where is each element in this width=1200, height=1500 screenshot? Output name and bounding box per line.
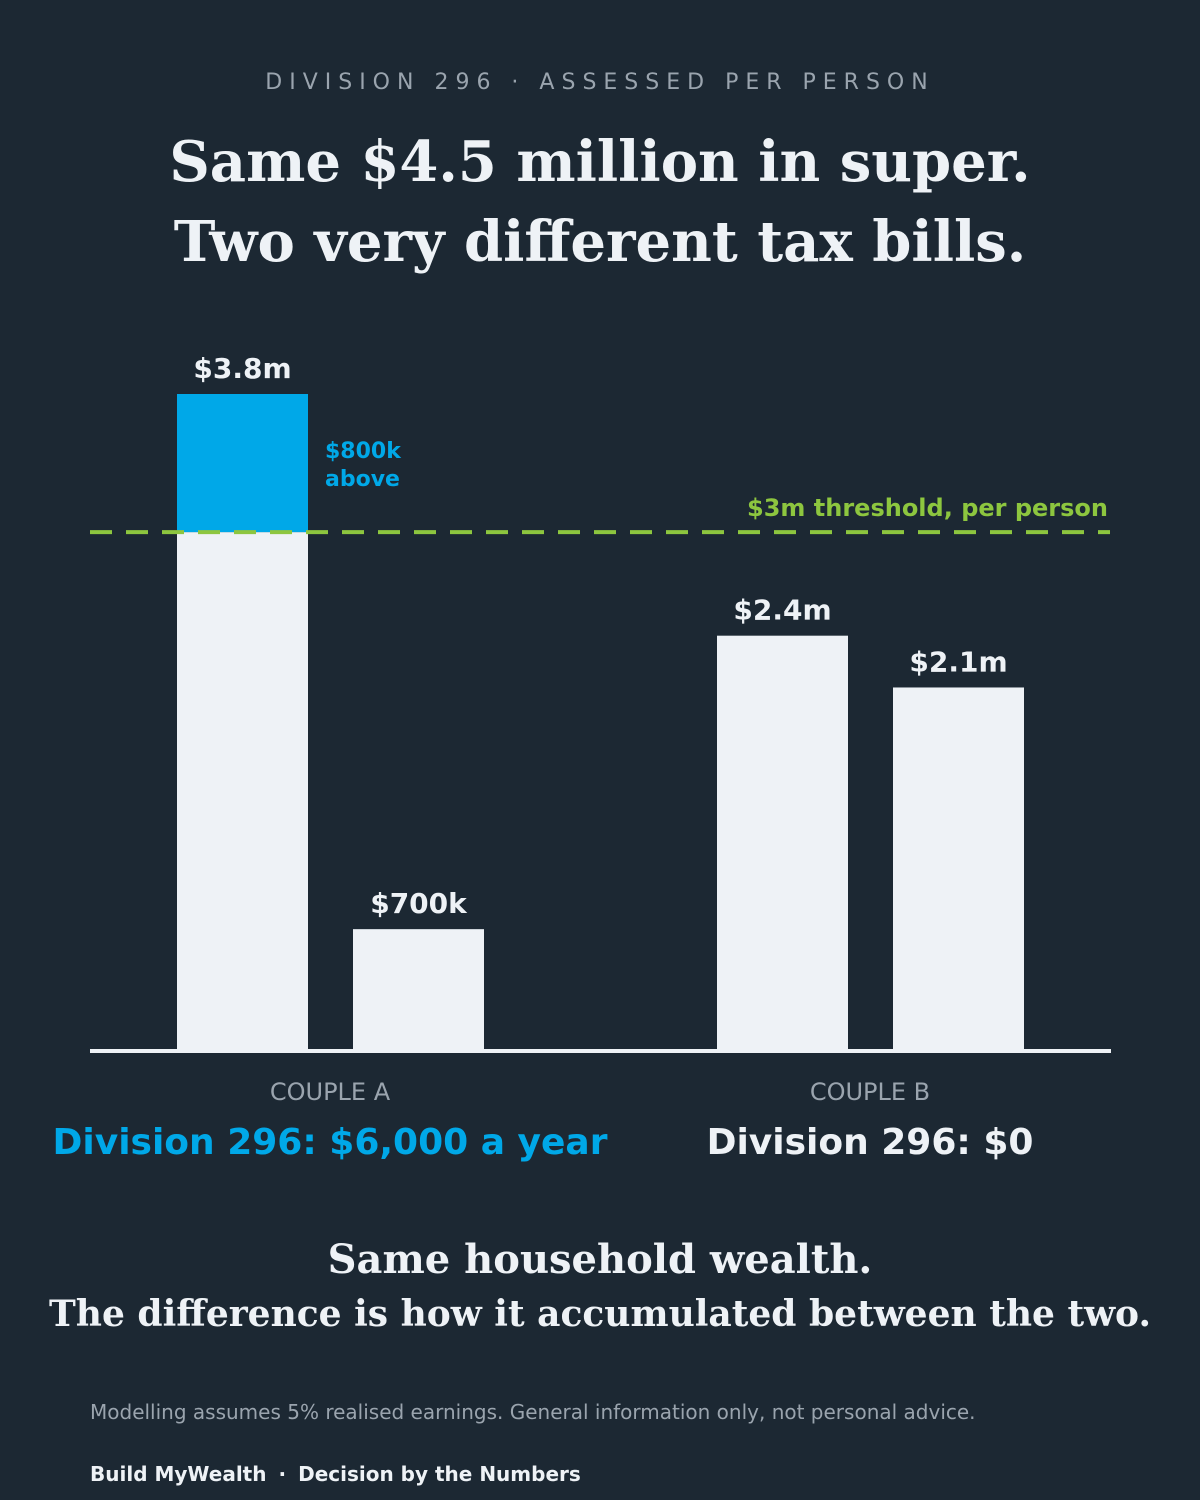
brand-footer: Build MyWealth · Decision by the Numbers	[90, 1462, 581, 1486]
title-line-2: Two very different tax bills.	[173, 209, 1027, 275]
result-couple-b: Division 296: $0	[706, 1122, 1034, 1163]
chart-title: Same $4.5 million in super. Two very dif…	[0, 122, 1200, 282]
bar-g2-b2	[893, 687, 1024, 1050]
disclaimer-note: Modelling assumes 5% realised earnings. …	[90, 1400, 976, 1424]
result-couple-a: Division 296: $6,000 a year	[52, 1122, 608, 1163]
brand-name: Build MyWealth	[90, 1462, 267, 1486]
bar-value-label-g1-b2: $700k	[370, 887, 468, 920]
group-label-couple-b: COUPLE B	[809, 1078, 931, 1106]
threshold-label: $3m threshold, per person	[747, 494, 1108, 522]
bar-value-label-g2-b1: $2.4m	[733, 594, 831, 627]
brand-separator: ·	[278, 1462, 287, 1486]
takeaway-line-2: The difference is how it accumulated bet…	[49, 1293, 1151, 1335]
bar-value-label-g1-b1: $3.8m	[193, 352, 291, 385]
bar-g1-b1	[177, 532, 308, 1050]
bar-g1-b2	[353, 929, 484, 1050]
bar-value-label-g2-b2: $2.1m	[909, 645, 1007, 678]
kicker: DIVISION 296 · ASSESSED PER PERSON	[265, 70, 935, 95]
brand-tagline: Decision by the Numbers	[298, 1462, 581, 1486]
title-line-1: Same $4.5 million in super.	[169, 129, 1031, 195]
takeaway-line-1: Same household wealth.	[327, 1236, 873, 1283]
excess-label-line-2: above	[325, 467, 400, 492]
excess-label-line-1: $800k	[325, 439, 402, 464]
bar-excess-g1-b1	[177, 394, 308, 533]
bar-g2-b1	[717, 635, 848, 1050]
group-label-couple-a: COUPLE A	[269, 1078, 391, 1106]
